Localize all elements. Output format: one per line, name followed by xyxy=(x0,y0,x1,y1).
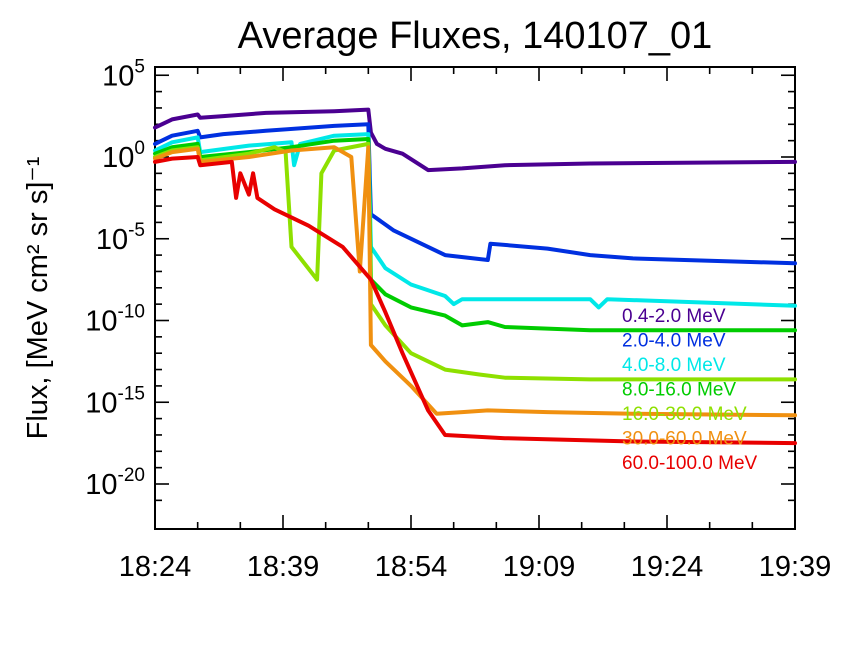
y-axis: 105 100 10-5 10-10 10-15 10-20 xyxy=(85,56,795,502)
x-tick-label: 18:54 xyxy=(375,551,448,583)
series-line-2 xyxy=(153,132,797,310)
x-tick-label: 19:24 xyxy=(631,551,704,583)
y-tick-label: 10-20 xyxy=(85,465,145,501)
series-line-1 xyxy=(153,122,797,266)
y-tick-label: 105 xyxy=(102,56,145,92)
x-tick-label: 18:39 xyxy=(247,551,320,583)
x-tick-label: 18:24 xyxy=(119,551,192,583)
y-tick-label: 100 xyxy=(102,138,145,174)
legend-label-0: 0.4-2.0 MeV xyxy=(622,306,726,327)
x-axis: 18:24 18:39 18:54 19:09 19:24 19:39 xyxy=(119,67,832,583)
legend-label-3: 8.0-16.0 MeV xyxy=(622,380,736,401)
x-tick-label: 19:09 xyxy=(503,551,576,583)
legend-label-5: 30.0-60.0 MeV xyxy=(622,429,747,450)
y-tick-label: 10-5 xyxy=(96,220,145,256)
series-line-6 xyxy=(153,155,797,446)
x-tick-label: 19:39 xyxy=(759,551,832,583)
legend-label-6: 60.0-100.0 MeV xyxy=(622,453,758,474)
plot-frame xyxy=(154,66,796,530)
series-lines xyxy=(153,107,797,446)
y-tick-label: 10-10 xyxy=(85,302,145,338)
series-line-0 xyxy=(153,107,797,173)
legend: 0.4-2.0 MeV 2.0-4.0 MeV 4.0-8.0 MeV 8.0-16.… xyxy=(622,306,758,474)
y-axis-label: Flux, [MeV cm² sr s]⁻¹ xyxy=(22,156,54,439)
legend-label-2: 4.0-8.0 MeV xyxy=(622,355,726,376)
legend-label-1: 2.0-4.0 MeV xyxy=(622,331,726,352)
y-tick-label: 10-15 xyxy=(85,383,145,419)
chart-title: Average Fluxes, 140107_01 xyxy=(238,15,713,57)
legend-label-4: 16.0-30.0 MeV xyxy=(622,404,747,425)
